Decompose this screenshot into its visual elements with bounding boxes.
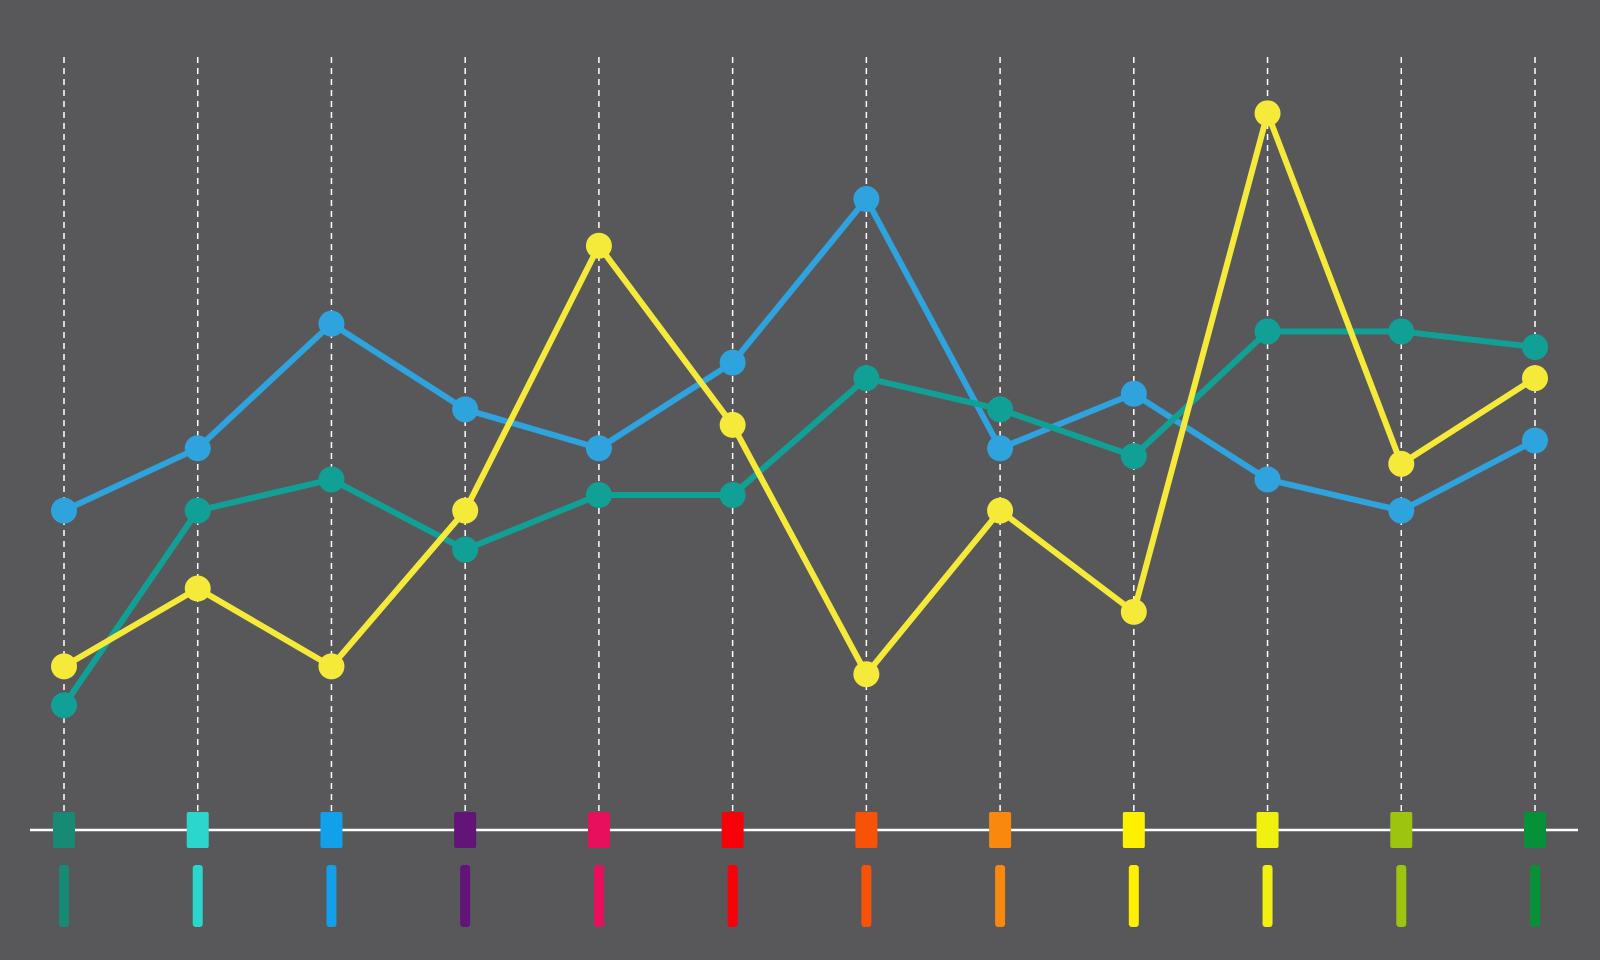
data-point bbox=[318, 466, 345, 493]
data-point bbox=[719, 349, 746, 376]
data-point bbox=[585, 232, 612, 259]
category-marker bbox=[53, 812, 75, 848]
data-point bbox=[1120, 598, 1147, 625]
data-point bbox=[318, 310, 345, 337]
category-bar bbox=[995, 865, 1006, 927]
data-point bbox=[1522, 334, 1548, 361]
category-bar bbox=[1530, 865, 1540, 927]
data-point bbox=[1388, 497, 1415, 524]
series-line bbox=[61, 328, 1536, 708]
data-point bbox=[585, 435, 612, 462]
category-bar bbox=[326, 865, 337, 927]
series bbox=[51, 100, 1548, 688]
data-point bbox=[184, 435, 211, 462]
data-point bbox=[1388, 450, 1415, 477]
category-marker bbox=[186, 812, 209, 848]
data-point bbox=[719, 482, 746, 509]
data-point bbox=[1254, 318, 1281, 345]
data-point bbox=[987, 497, 1014, 524]
category-bar bbox=[727, 865, 738, 927]
data-point bbox=[719, 411, 746, 438]
data-point bbox=[51, 497, 77, 524]
data-point bbox=[452, 396, 479, 423]
data-point bbox=[452, 536, 479, 563]
data-point bbox=[853, 365, 880, 392]
data-point bbox=[1120, 443, 1147, 470]
category-marker bbox=[454, 812, 477, 848]
data-point bbox=[51, 653, 77, 680]
data-point bbox=[853, 661, 880, 688]
category-bar bbox=[1262, 865, 1273, 927]
data-point bbox=[51, 692, 77, 719]
category-marker bbox=[587, 812, 610, 848]
category-marker bbox=[1256, 812, 1279, 848]
data-point bbox=[585, 482, 612, 509]
series-line bbox=[62, 110, 1537, 678]
data-point bbox=[1522, 427, 1548, 454]
category-bar bbox=[460, 865, 471, 927]
data-point bbox=[987, 396, 1014, 423]
data-point bbox=[1120, 380, 1147, 407]
data-point bbox=[318, 653, 345, 680]
category-bar bbox=[59, 865, 69, 927]
category-bar bbox=[861, 865, 872, 927]
category-marker bbox=[1122, 812, 1145, 848]
category-marker bbox=[721, 812, 744, 848]
data-point bbox=[1254, 466, 1281, 493]
category-marker bbox=[1524, 812, 1546, 848]
category-marker bbox=[855, 812, 878, 848]
data-point bbox=[1522, 365, 1548, 392]
data-point bbox=[184, 497, 211, 524]
data-point bbox=[184, 575, 211, 602]
category-bar bbox=[593, 865, 604, 927]
data-point bbox=[1254, 100, 1281, 127]
series bbox=[51, 186, 1548, 524]
series-line bbox=[62, 196, 1537, 514]
category-marker bbox=[1390, 812, 1413, 848]
category-marker bbox=[989, 812, 1012, 848]
category-marker bbox=[320, 812, 343, 848]
data-point bbox=[987, 435, 1014, 462]
category-bar bbox=[1396, 865, 1407, 927]
data-point bbox=[853, 186, 880, 213]
category-bar bbox=[192, 865, 203, 927]
series bbox=[51, 318, 1548, 719]
data-point bbox=[452, 497, 479, 524]
category-bar bbox=[1128, 865, 1139, 927]
data-point bbox=[1388, 318, 1415, 345]
